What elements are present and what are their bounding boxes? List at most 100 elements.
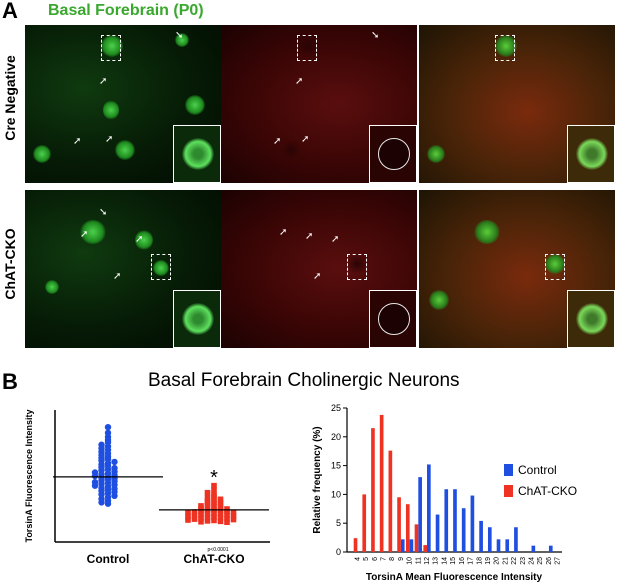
- hist-xtick-label: 15: [450, 557, 457, 565]
- hist-bar-control: [435, 514, 440, 552]
- data-point-chat-cko: [211, 500, 217, 507]
- hist-xtick-label: 14: [441, 557, 448, 565]
- hist-xtick-label: 16: [459, 557, 466, 565]
- data-point-chat-cko: [211, 493, 217, 500]
- data-point-chat-cko: [211, 504, 217, 510]
- data-point-chat-cko: [217, 511, 224, 518]
- data-point-control: [98, 499, 105, 506]
- data-point-control: [111, 458, 118, 466]
- data-point-chat-cko: [217, 515, 224, 521]
- data-point-chat-cko: [224, 519, 230, 525]
- hist-ytick-label: 25: [331, 403, 341, 413]
- hist-ytick-label: 15: [331, 461, 341, 471]
- data-point-chat-cko: [191, 516, 198, 522]
- hist-xtick-label: 12: [424, 557, 431, 565]
- micrograph-cre-negative-torsina: ➘ ➚ ➚ ➚: [25, 25, 221, 183]
- significance-star: *: [210, 467, 218, 489]
- data-point-control: [98, 491, 105, 498]
- hist-bar-control: [496, 539, 501, 552]
- hist-xtick-label: 22: [511, 557, 518, 565]
- hist-xtick-label: 4: [354, 557, 361, 561]
- hist-bar-chat-cko: [388, 450, 393, 552]
- hist-xtick-label: 27: [555, 557, 562, 565]
- data-point-chat-cko: [217, 518, 224, 525]
- data-point-chat-cko: [217, 507, 224, 514]
- micrograph-chat-cko-torsina: ➚ ➘ ➚ ➚: [25, 190, 221, 348]
- legend: Control ChAT-CKO: [504, 463, 577, 498]
- scatter-xtick-control: Control: [87, 552, 130, 566]
- row-label-cre-negative: Cre Negative: [2, 55, 18, 141]
- hist-bar-control: [479, 520, 483, 552]
- hist-bar-control: [461, 508, 466, 552]
- hist-ytick-label: 10: [331, 489, 341, 499]
- hist-ytick-label: 5: [336, 518, 341, 528]
- hist-bar-chat-cko: [371, 428, 375, 552]
- data-point-chat-cko: [211, 514, 217, 520]
- hist-xtick-label: 6: [372, 557, 379, 561]
- micrograph-cre-negative-merge: [419, 25, 615, 183]
- hist-bar-chat-cko: [379, 414, 384, 552]
- data-point-chat-cko: [217, 502, 224, 508]
- data-point-chat-cko: [211, 510, 217, 517]
- data-point-control: [91, 472, 99, 480]
- hist-bar-control: [505, 539, 510, 552]
- hist-xtick-label: 8: [389, 557, 396, 561]
- data-point-chat-cko: [185, 517, 191, 523]
- data-point-chat-cko: [191, 509, 198, 515]
- data-point-control: [111, 492, 118, 499]
- hist-bar-chat-cko: [353, 538, 358, 552]
- hist-bar-chat-cko: [362, 494, 367, 552]
- hist-xtick-label: 26: [546, 557, 553, 565]
- hist-bar-control: [470, 495, 475, 552]
- micrograph-chat-cko-marker: ➚ ➚ ➚ ➚: [221, 190, 417, 348]
- data-point-chat-cko: [224, 508, 230, 515]
- data-point-chat-cko: [217, 496, 224, 503]
- hist-bar-control: [409, 539, 414, 552]
- row-label-chat-cko: ChAT-CKO: [2, 228, 18, 300]
- hist-bar-control: [400, 539, 405, 552]
- panel-a-title: Basal Forebrain (P0): [48, 2, 204, 19]
- data-point-control: [91, 482, 99, 489]
- data-point-control: [104, 500, 112, 507]
- panel-letter-a: A: [2, 0, 18, 23]
- hist-xtick-label: 18: [476, 557, 483, 565]
- micrograph-cre-negative-marker: ➘ ➚ ➚ ➚: [221, 25, 417, 183]
- hist-xtick-label: 25: [537, 557, 544, 565]
- hist-bar-chat-cko: [414, 524, 419, 552]
- hist-xtick-label: 20: [494, 557, 501, 565]
- hist-bar-control: [444, 489, 449, 552]
- data-point-chat-cko: [224, 512, 230, 518]
- data-point-chat-cko: [204, 489, 211, 496]
- hist-ylabel: Relative frequency (%): [312, 426, 323, 533]
- hist-bar-control: [514, 527, 518, 552]
- hist-xtick-label: 7: [380, 557, 387, 561]
- p-value-label: p<0.0001: [208, 547, 229, 553]
- data-point-chat-cko: [211, 517, 217, 524]
- data-point-chat-cko: [198, 518, 204, 525]
- data-point-chat-cko: [191, 512, 198, 519]
- hist-xtick-label: 11: [415, 557, 422, 564]
- hist-xtick-label: 23: [520, 557, 527, 565]
- data-point-chat-cko: [204, 518, 211, 524]
- legend-label-chat-cko: ChAT-CKO: [518, 484, 577, 498]
- data-point-control: [104, 423, 112, 431]
- hist-bar-control: [531, 545, 536, 552]
- panel-b-title: Basal Forebrain Cholinergic Neurons: [148, 370, 460, 391]
- frequency-histogram-chart: Relative frequency (%) TorsinA Mean Fluo…: [312, 403, 577, 583]
- hist-xtick-label: 17: [468, 557, 475, 565]
- micrograph-chat-cko-merge: [419, 190, 615, 348]
- hist-bar-control: [487, 527, 492, 552]
- hist-bar-chat-cko: [423, 545, 428, 552]
- hist-bar-control: [453, 489, 457, 552]
- hist-xtick-label: 19: [485, 557, 492, 565]
- data-point-chat-cko: [204, 495, 211, 501]
- hist-xlabel: TorsinA Mean Fluorescence Intensity: [366, 572, 543, 583]
- data-point-chat-cko: [230, 509, 237, 516]
- legend-swatch-chat-cko: [504, 485, 513, 497]
- hist-xtick-label: 24: [529, 557, 536, 565]
- data-point-chat-cko: [224, 515, 230, 522]
- data-point-chat-cko: [211, 487, 217, 493]
- panel-letter-b: B: [2, 369, 18, 394]
- hist-bar-control: [418, 477, 422, 552]
- data-point-chat-cko: [230, 513, 237, 519]
